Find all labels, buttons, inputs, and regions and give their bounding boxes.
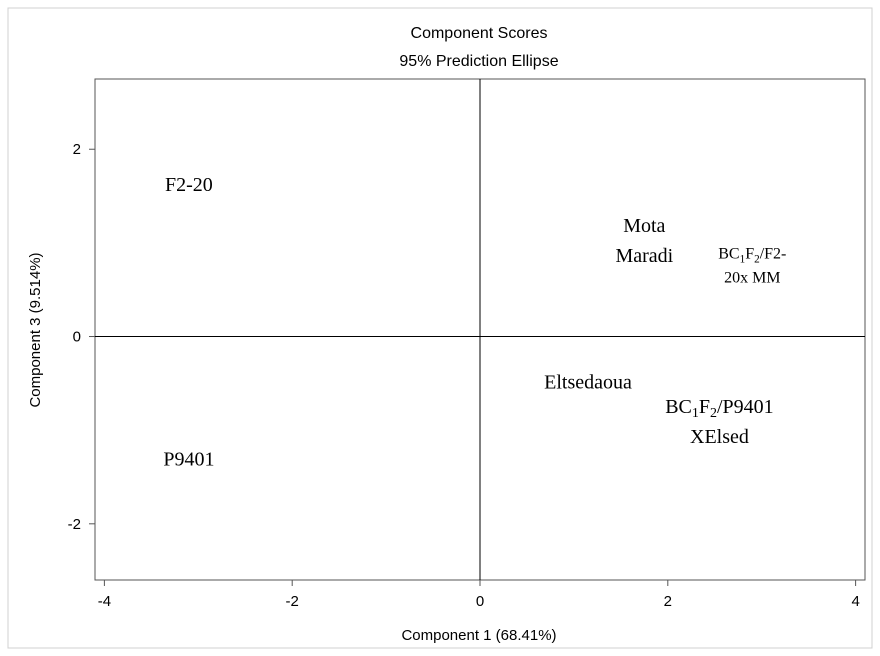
- point-label: Eltsedaoua: [544, 371, 632, 393]
- y-tick-label: 0: [73, 329, 81, 346]
- x-axis-label: Component 1 (68.41%): [401, 627, 556, 644]
- point-label-line: BC1F2/F2-: [718, 245, 786, 265]
- point-label-line: Eltsedaoua: [544, 371, 632, 393]
- x-tick-label: 2: [664, 593, 672, 610]
- point-label: F2-20: [165, 174, 213, 196]
- y-tick-label: 2: [73, 141, 81, 158]
- x-axis-ticks: -4 -2 0 2 4: [98, 580, 860, 610]
- reference-lines: [95, 79, 865, 580]
- point-label-line: Mota: [623, 215, 665, 237]
- point-label-line: F2-20: [165, 174, 213, 196]
- y-axis-ticks: 2 0 -2: [68, 141, 95, 533]
- point-label-line: P9401: [163, 448, 214, 470]
- point-label: BC1F2/F2- 20x MM: [718, 245, 786, 286]
- point-label: Mota Maradi: [615, 215, 673, 267]
- point-labels: F2-20 Mota Maradi BC1F2/F2- 20x MM Eltsedaoua…: [163, 174, 786, 470]
- point-label-line: BC1F2/P9401: [665, 396, 774, 421]
- x-tick-label: -4: [98, 593, 111, 610]
- x-tick-label: 0: [476, 593, 484, 610]
- point-label: P9401: [163, 448, 214, 470]
- y-tick-label: -2: [68, 516, 81, 533]
- x-tick-label: 4: [851, 593, 859, 610]
- y-axis-label: Component 3 (9.514%): [27, 252, 44, 407]
- x-tick-label: -2: [286, 593, 299, 610]
- chart-title: Component Scores: [411, 25, 548, 42]
- point-label-line: XElsed: [690, 426, 749, 448]
- point-label-line: 20x MM: [724, 269, 780, 286]
- chart-frame: [7, 7, 873, 649]
- chart-subtitle: 95% Prediction Ellipse: [399, 53, 558, 70]
- point-label-line: Maradi: [615, 245, 673, 267]
- point-label: BC1F2/P9401 XElsed: [665, 396, 774, 448]
